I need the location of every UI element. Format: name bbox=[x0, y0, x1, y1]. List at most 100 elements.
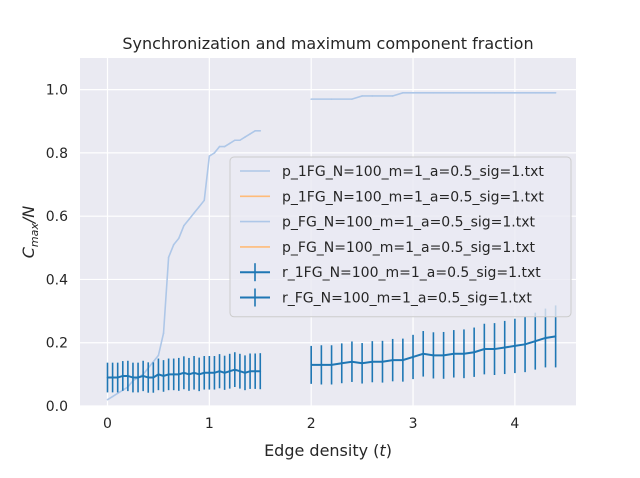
data-point-4-11 bbox=[162, 375, 165, 377]
data-point-5-23 bbox=[544, 337, 547, 339]
series-4 bbox=[106, 352, 262, 393]
data-point-0-22 bbox=[218, 145, 221, 148]
data-point-2-8 bbox=[432, 92, 435, 94]
data-point-4-10 bbox=[157, 373, 160, 376]
data-point-4-15 bbox=[183, 371, 185, 374]
data-point-5-12 bbox=[432, 354, 435, 357]
data-point-4-2 bbox=[116, 376, 119, 379]
data-point-4-7 bbox=[142, 375, 144, 377]
data-point-5-1 bbox=[320, 364, 323, 366]
x-axis-label: Edge density (t) bbox=[264, 441, 392, 460]
x-tick-label-3: 3 bbox=[409, 416, 418, 432]
x-tick-label-4: 4 bbox=[510, 416, 519, 432]
legend-item-0: p_1FG_N=100_m=1_a=0.5_sig=1.txt bbox=[240, 164, 544, 180]
data-point-4-26 bbox=[239, 370, 241, 373]
series-layer bbox=[106, 92, 557, 401]
data-point-4-27 bbox=[244, 371, 246, 374]
x-tick-label-1: 1 bbox=[205, 416, 214, 432]
data-point-0-28 bbox=[249, 133, 251, 135]
data-point-5-20 bbox=[514, 345, 516, 347]
data-point-2-7 bbox=[412, 92, 414, 94]
data-point-5-2 bbox=[330, 364, 333, 366]
data-point-2-14 bbox=[554, 92, 557, 94]
data-point-4-20 bbox=[208, 371, 211, 374]
y-tick-label-3: 0.6 bbox=[46, 209, 68, 225]
data-point-0-17 bbox=[193, 212, 195, 214]
y-tick-label-0: 0.0 bbox=[46, 399, 68, 415]
data-point-4-17 bbox=[193, 371, 195, 374]
legend-label-3: p_FG_N=100_m=1_a=0.5_sig=1.txt bbox=[282, 240, 535, 256]
data-point-5-16 bbox=[473, 351, 475, 354]
data-point-4-22 bbox=[218, 370, 221, 373]
data-point-2-13 bbox=[534, 92, 537, 94]
data-point-0-26 bbox=[239, 139, 241, 142]
legend-label-5: r_FG_N=100_m=1_a=0.5_sig=1.txt bbox=[282, 291, 532, 307]
legend-label-4: r_1FG_N=100_m=1_a=0.5_sig=1.txt bbox=[282, 265, 541, 281]
data-point-2-0 bbox=[310, 98, 312, 100]
data-point-0-12 bbox=[167, 256, 170, 259]
data-point-5-21 bbox=[524, 343, 526, 346]
legend-item-4: r_1FG_N=100_m=1_a=0.5_sig=1.txt bbox=[240, 263, 541, 282]
data-point-4-29 bbox=[254, 370, 256, 373]
y-tick-label-1: 0.2 bbox=[46, 336, 68, 352]
data-point-0-2 bbox=[116, 392, 119, 395]
data-point-2-5 bbox=[391, 95, 394, 97]
y-tick-label-2: 0.4 bbox=[46, 272, 68, 288]
data-point-5-4 bbox=[351, 360, 353, 363]
y-tick-label-5: 1.0 bbox=[46, 83, 68, 99]
data-point-4-24 bbox=[228, 370, 231, 373]
data-point-5-19 bbox=[503, 346, 506, 349]
data-point-0-29 bbox=[254, 129, 256, 132]
data-point-4-16 bbox=[188, 373, 190, 376]
y-axis-label: Cmax/N bbox=[19, 206, 41, 259]
tick-labels: 0 1 2 3 4 0.0 0.2 0.4 0.6 0.8 1.0 bbox=[46, 83, 520, 432]
data-point-0-25 bbox=[234, 139, 236, 142]
data-point-0-15 bbox=[183, 224, 185, 227]
data-point-4-28 bbox=[249, 370, 251, 373]
data-point-4-18 bbox=[198, 373, 200, 376]
data-point-0-20 bbox=[208, 155, 211, 157]
data-point-0-30 bbox=[259, 129, 262, 132]
y-tick-label-4: 0.8 bbox=[46, 146, 68, 162]
x-tick-label-0: 0 bbox=[103, 416, 112, 432]
data-point-0-16 bbox=[188, 218, 190, 221]
data-point-5-13 bbox=[442, 354, 445, 357]
data-point-4-9 bbox=[152, 376, 155, 379]
chart-title: Synchronization and maximum component fr… bbox=[122, 34, 533, 53]
data-point-4-4 bbox=[127, 375, 129, 377]
legend-box bbox=[229, 156, 572, 318]
legend-label-2: p_FG_N=100_m=1_a=0.5_sig=1.txt bbox=[282, 215, 535, 231]
data-point-4-1 bbox=[111, 376, 114, 379]
data-point-5-6 bbox=[371, 360, 374, 363]
data-point-2-2 bbox=[351, 98, 353, 100]
data-point-0-24 bbox=[228, 142, 231, 145]
data-point-2-10 bbox=[473, 92, 475, 94]
data-point-5-24 bbox=[554, 335, 557, 338]
data-point-2-6 bbox=[402, 92, 404, 94]
legend-item-3: p_FG_N=100_m=1_a=0.5_sig=1.txt bbox=[240, 240, 535, 256]
data-point-5-22 bbox=[534, 340, 537, 342]
data-point-0-27 bbox=[244, 136, 246, 138]
data-point-4-23 bbox=[223, 371, 226, 374]
data-point-4-14 bbox=[177, 373, 180, 376]
data-point-0-0 bbox=[106, 398, 109, 401]
data-point-5-14 bbox=[452, 353, 455, 355]
data-point-0-18 bbox=[198, 205, 200, 208]
data-point-0-11 bbox=[162, 332, 165, 335]
series-5 bbox=[310, 305, 557, 385]
data-point-2-1 bbox=[330, 98, 333, 100]
data-point-5-5 bbox=[361, 362, 363, 365]
data-point-5-7 bbox=[381, 360, 384, 363]
legend-label-0: p_1FG_N=100_m=1_a=0.5_sig=1.txt bbox=[282, 164, 544, 180]
data-point-4-8 bbox=[147, 376, 150, 379]
legend-label-1: p_1FG_N=100_m=1_a=0.5_sig=1.txt bbox=[282, 189, 544, 205]
x-tick-label-2: 2 bbox=[307, 416, 316, 432]
data-point-5-0 bbox=[310, 364, 312, 366]
data-point-4-30 bbox=[259, 370, 262, 373]
data-point-0-14 bbox=[177, 237, 180, 240]
data-point-0-13 bbox=[172, 243, 175, 246]
data-point-4-19 bbox=[203, 371, 206, 374]
data-point-2-3 bbox=[361, 95, 363, 97]
data-point-4-21 bbox=[213, 371, 216, 374]
